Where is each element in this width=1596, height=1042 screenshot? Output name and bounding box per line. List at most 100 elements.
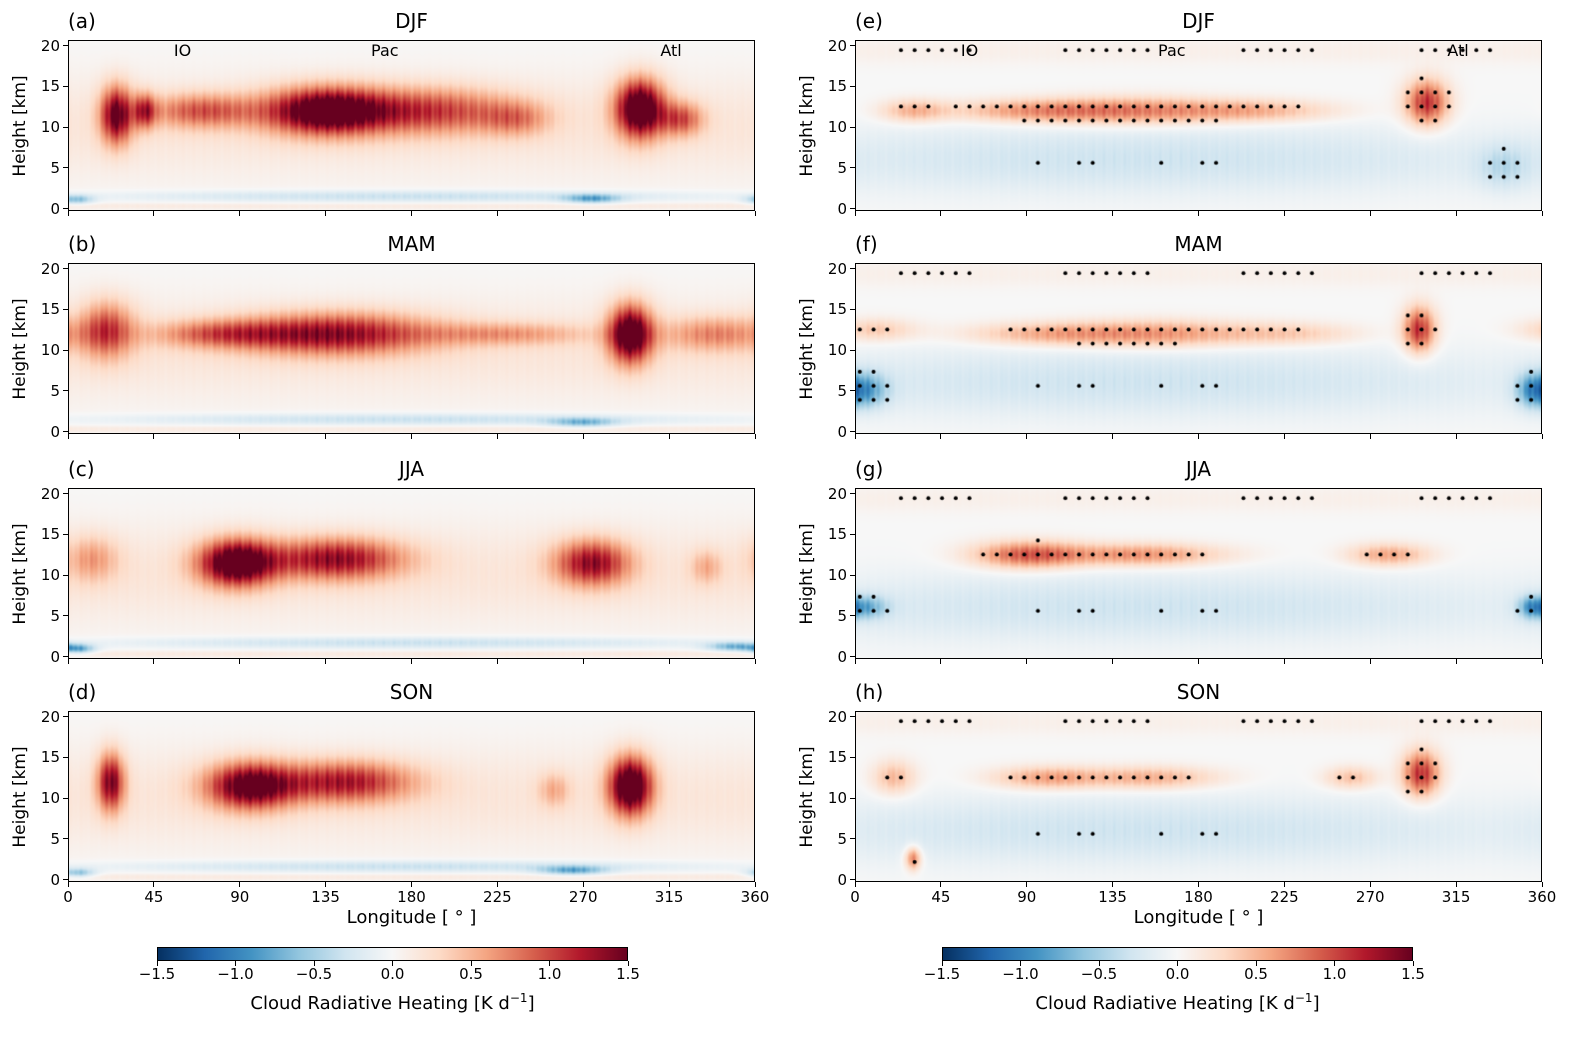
y-tick <box>850 493 855 495</box>
colorbar-tick-label: −0.5 <box>295 965 333 983</box>
y-axis-label: Height [km] <box>797 745 817 848</box>
x-axis-label: Longitude [ ° ] <box>346 907 477 928</box>
x-tick <box>1369 434 1371 439</box>
x-tick <box>67 211 69 216</box>
x-tick <box>496 434 498 439</box>
y-axis-label: Height [km] <box>797 522 817 625</box>
heatmap-canvas <box>69 712 754 881</box>
x-tick <box>754 211 756 216</box>
y-tick-label: 0 <box>837 422 847 441</box>
x-tick <box>153 659 155 664</box>
x-tick <box>668 211 670 216</box>
panel-title: SON <box>1176 680 1221 704</box>
x-tick <box>668 659 670 664</box>
colorbar-tick-label: 0.5 <box>1244 965 1268 983</box>
colorbar-tick <box>1334 961 1335 966</box>
y-tick-label: 0 <box>50 422 60 441</box>
y-tick-label: 15 <box>827 300 847 319</box>
panel-label: (c) <box>68 457 95 481</box>
y-tick-label: 5 <box>837 158 847 177</box>
x-tick <box>325 882 327 887</box>
panel-label: (b) <box>68 232 97 256</box>
x-tick <box>754 659 756 664</box>
y-tick-label: 20 <box>40 484 60 503</box>
colorbar-tick <box>392 961 393 966</box>
x-tick <box>1283 882 1285 887</box>
y-tick-label: 5 <box>50 381 60 400</box>
x-tick <box>411 434 412 439</box>
y-tick-label: 20 <box>40 707 60 726</box>
x-tick <box>325 659 327 664</box>
y-tick <box>850 615 855 617</box>
heatmap-canvas <box>856 41 1541 210</box>
y-tick-label: 0 <box>50 199 60 218</box>
x-tick-label: 45 <box>144 888 164 906</box>
x-tick <box>1541 434 1543 439</box>
y-tick-label: 5 <box>837 606 847 625</box>
y-tick-label: 10 <box>827 118 847 137</box>
colorbar-tick <box>1412 961 1414 966</box>
x-tick <box>854 211 856 216</box>
colorbar-tick-label: 1.0 <box>1322 965 1347 983</box>
y-tick-label: 10 <box>40 118 60 137</box>
x-tick <box>67 434 69 439</box>
x-tick <box>496 882 498 887</box>
y-axis-label: Height [km] <box>10 745 30 848</box>
x-tick <box>1369 659 1371 664</box>
x-tick <box>940 211 942 216</box>
x-tick <box>325 434 327 439</box>
x-tick-label: 45 <box>931 888 951 906</box>
x-tick <box>1112 882 1114 887</box>
colorbar <box>157 947 628 961</box>
colorbar-tick <box>1255 961 1257 966</box>
x-tick <box>1026 211 1028 216</box>
panel-title: DJF <box>395 9 428 33</box>
y-tick <box>63 349 68 351</box>
y-tick <box>850 85 855 87</box>
x-axis-label: Longitude [ ° ] <box>1133 907 1264 928</box>
x-tick <box>582 659 584 664</box>
colorbar-tick <box>313 961 315 966</box>
y-tick-label: 15 <box>40 300 60 319</box>
y-tick <box>63 574 68 576</box>
colorbar-tick-label: 0.0 <box>380 965 405 983</box>
colorbar-tick-label: −0.5 <box>1080 965 1118 983</box>
y-tick <box>850 797 855 799</box>
x-tick <box>1198 211 1199 216</box>
x-tick <box>67 882 69 887</box>
heatmap-canvas <box>69 264 754 433</box>
y-tick <box>850 45 855 47</box>
heatmap-panel <box>68 263 755 434</box>
y-tick-label: 20 <box>827 259 847 278</box>
x-tick <box>1026 434 1028 439</box>
y-tick-label: 0 <box>50 647 60 666</box>
y-tick <box>850 390 855 392</box>
heatmap-panel <box>68 40 755 211</box>
x-tick <box>754 434 756 439</box>
x-tick <box>1198 434 1199 439</box>
x-tick-label: 270 <box>1355 888 1385 906</box>
x-tick <box>582 211 584 216</box>
y-tick-label: 15 <box>827 77 847 96</box>
colorbar-tick <box>235 961 236 966</box>
region-label: Pac <box>1158 41 1186 60</box>
y-tick <box>63 208 68 210</box>
colorbar-tick-label: 1.5 <box>616 965 640 983</box>
y-tick <box>850 208 855 210</box>
heatmap-canvas <box>69 489 754 658</box>
y-tick-label: 15 <box>40 77 60 96</box>
colorbar-tick-label: 1.0 <box>537 965 562 983</box>
y-tick <box>850 126 855 128</box>
x-tick-label: 225 <box>1270 888 1299 906</box>
colorbar-tick-label: −1.0 <box>217 965 254 983</box>
colorbar-tick-label: −1.0 <box>1002 965 1039 983</box>
colorbar-label: Cloud Radiative Heating [K d−1] <box>250 988 534 1014</box>
y-tick <box>850 716 855 718</box>
colorbar-tick <box>470 961 472 966</box>
heatmap-canvas <box>856 489 1541 658</box>
x-tick <box>67 659 69 664</box>
colorbar-label-exponent: −1 <box>509 991 528 1005</box>
region-label: IO <box>173 41 192 60</box>
x-tick <box>239 211 241 216</box>
panel-title: MAM <box>1174 232 1223 256</box>
